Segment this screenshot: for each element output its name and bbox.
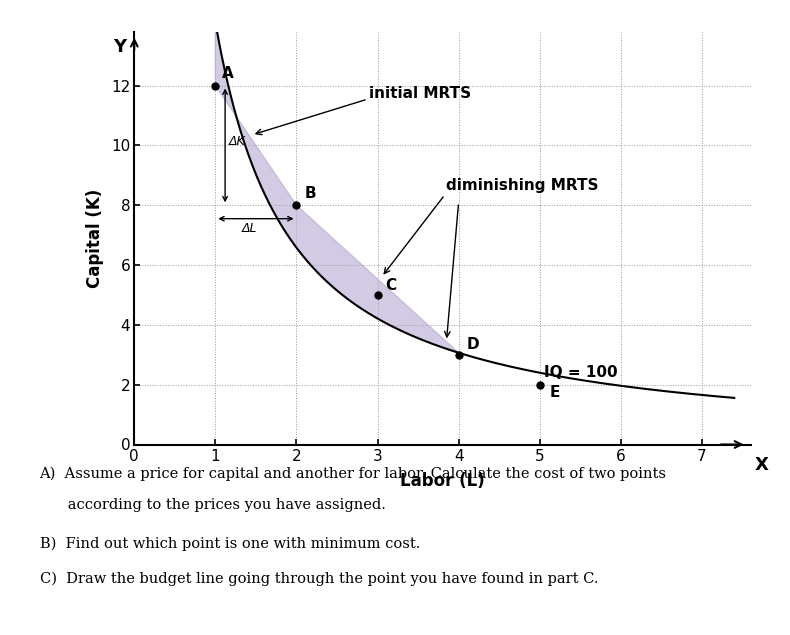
Text: B)  Find out which point is one with minimum cost.: B) Find out which point is one with mini…	[40, 537, 419, 551]
Text: X: X	[754, 457, 769, 474]
Text: A)  Assume a price for capital and another for labor. Calculate the cost of two : A) Assume a price for capital and anothe…	[40, 467, 667, 481]
Text: B: B	[305, 186, 316, 201]
Text: Y: Y	[113, 37, 126, 56]
Text: E: E	[549, 385, 560, 399]
Text: IQ = 100: IQ = 100	[544, 365, 617, 380]
Text: C: C	[386, 279, 397, 293]
Text: C)  Draw the budget line going through the point you have found in part C.: C) Draw the budget line going through th…	[40, 572, 598, 586]
Y-axis label: Capital (K): Capital (K)	[86, 189, 104, 288]
Text: D: D	[467, 337, 480, 352]
Text: initial MRTS: initial MRTS	[370, 86, 472, 100]
Text: A: A	[222, 66, 234, 81]
Text: ΔL: ΔL	[241, 222, 257, 235]
X-axis label: Labor (L): Labor (L)	[400, 472, 485, 490]
Text: according to the prices you have assigned.: according to the prices you have assigne…	[40, 498, 386, 512]
Text: diminishing MRTS: diminishing MRTS	[446, 178, 599, 193]
Text: ΔK: ΔK	[229, 135, 246, 149]
Polygon shape	[216, 22, 459, 353]
